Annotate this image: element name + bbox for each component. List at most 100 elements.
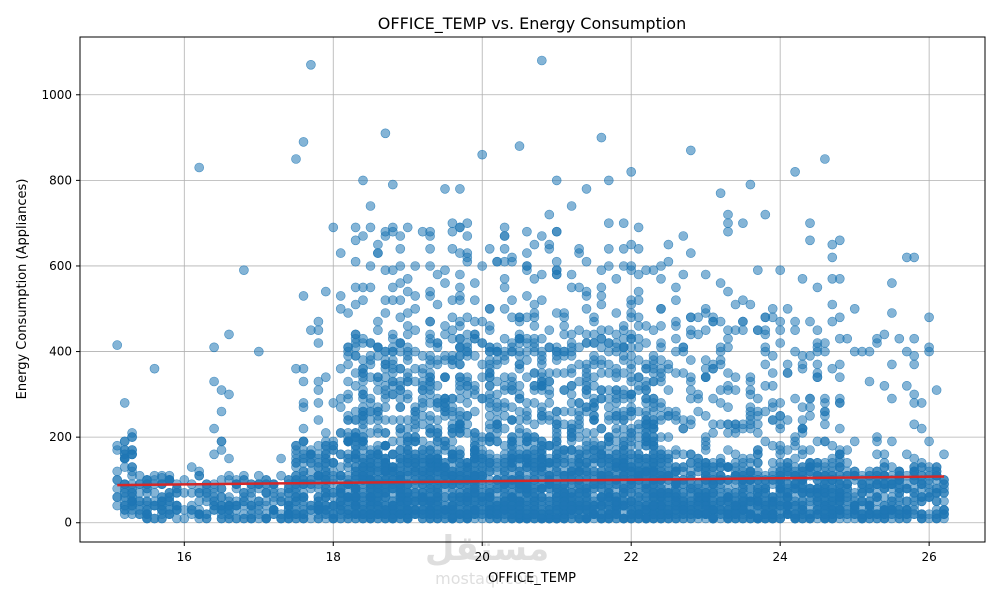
scatter-point [775, 325, 786, 336]
scatter-point [842, 483, 853, 494]
scatter-point [522, 428, 532, 438]
scatter-point [469, 470, 480, 481]
scatter-point [343, 462, 353, 472]
scatter-point [544, 342, 555, 353]
scatter-point [596, 492, 607, 502]
scatter-point [447, 453, 458, 464]
scatter-point [402, 350, 413, 361]
scatter-point [313, 492, 324, 502]
scatter-point [149, 363, 160, 374]
scatter-point [484, 303, 495, 314]
scatter-point [462, 398, 473, 408]
scatter-point [186, 462, 197, 472]
scatter-point [887, 436, 897, 447]
scatter-point [641, 385, 651, 395]
scatter-point [507, 372, 517, 383]
scatter-point [700, 479, 711, 490]
scatter-point [782, 359, 793, 370]
scatter-point [603, 505, 614, 515]
scatter-point [373, 316, 383, 327]
scatter-point [425, 329, 435, 340]
scatter-point [477, 453, 488, 464]
scatter-point [566, 282, 577, 293]
scatter-point [589, 350, 599, 361]
scatter-point [685, 355, 696, 365]
scatter-point [648, 500, 659, 511]
scatter-point [492, 436, 502, 447]
scatter-point [559, 445, 570, 455]
scatter-point [566, 350, 577, 361]
scatter-point [812, 368, 823, 378]
scatter-point [462, 231, 473, 241]
scatter-point [328, 440, 339, 451]
scatter-point [611, 273, 622, 284]
scatter-point [380, 308, 391, 318]
scatter-point [522, 291, 532, 301]
scatter-point [440, 329, 450, 340]
y-axis-label: Energy Consumption (Appliances) [15, 179, 30, 400]
scatter-point [246, 500, 257, 511]
scatter-point [402, 513, 413, 524]
scatter-point [365, 359, 376, 370]
scatter-point [603, 483, 614, 494]
scatter-point [596, 291, 607, 301]
scatter-point [447, 402, 458, 413]
scatter-point [834, 398, 845, 408]
scatter-point [373, 372, 383, 383]
scatter-point [559, 513, 570, 524]
scatter-point [752, 265, 763, 276]
scatter-point [261, 513, 272, 524]
scatter-point [931, 513, 942, 524]
scatter-point [559, 321, 570, 331]
scatter-point [581, 184, 592, 194]
scatter-point [887, 278, 897, 288]
scatter-point [626, 466, 637, 477]
scatter-point [387, 282, 398, 293]
scatter-point [618, 355, 629, 365]
scatter-point [529, 487, 540, 498]
scatter-point [700, 269, 711, 280]
scatter-point [589, 415, 599, 425]
scatter-point [440, 500, 450, 511]
scatter-point [380, 359, 391, 370]
scatter-point [447, 218, 458, 228]
scatter-point [425, 261, 435, 271]
scatter-point [469, 333, 480, 344]
scatter-point [410, 487, 421, 498]
scatter-point [887, 359, 897, 370]
data-points [112, 55, 949, 524]
scatter-point [723, 368, 733, 378]
scatter-point [499, 453, 510, 464]
scatter-point [343, 359, 353, 370]
x-tick-label: 26 [921, 550, 936, 564]
scatter-point [380, 385, 391, 395]
scatter-point [797, 487, 808, 498]
scatter-point [738, 466, 748, 477]
scatter-point [924, 436, 934, 447]
scatter-point [700, 436, 711, 447]
scatter-point [447, 226, 458, 237]
scatter-point [514, 500, 525, 511]
scatter-point [328, 509, 339, 520]
scatter-point [767, 402, 778, 413]
scatter-point [455, 321, 465, 331]
scatter-point [499, 513, 510, 524]
scatter-point [298, 492, 309, 502]
scatter-point [760, 312, 771, 323]
scatter-point [671, 295, 681, 306]
scatter-point [738, 218, 748, 228]
scatter-point [298, 398, 309, 408]
scatter-point [760, 342, 771, 353]
scatter-point [581, 303, 592, 314]
scatter-point [313, 385, 324, 395]
scatter-point [596, 423, 607, 434]
scatter-point [477, 261, 488, 271]
scatter-point [842, 492, 853, 502]
scatter-point [775, 475, 786, 485]
scatter-point [820, 419, 830, 430]
scatter-point [834, 423, 845, 434]
scatter-point [350, 440, 361, 451]
scatter-point [410, 436, 421, 447]
scatter-point [127, 449, 137, 460]
y-tick-label: 0 [64, 516, 72, 530]
